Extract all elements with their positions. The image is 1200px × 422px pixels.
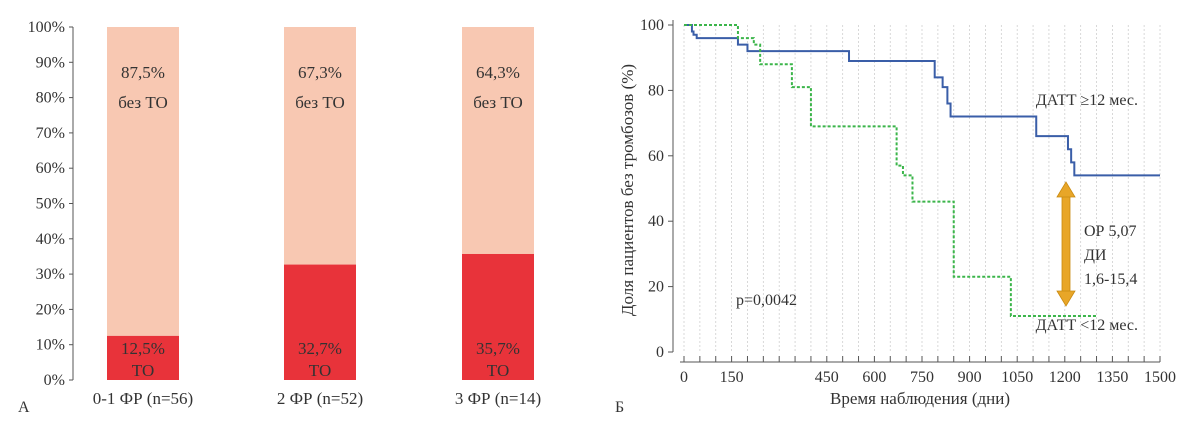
panel-b-x-tick-label: 900 <box>958 369 982 386</box>
panel-b-x-tick-label: 0 <box>680 369 688 386</box>
p-value-annotation: p=0,0042 <box>736 292 797 309</box>
bar-label-bez-to-value: 64,3% <box>476 63 520 82</box>
series-label-datt-12-minus: ДАТТ <12 мес. <box>1036 317 1138 334</box>
panel-b-y-tick-label: 40 <box>648 213 664 230</box>
panel-a-y-tick-label: 20% <box>36 301 65 318</box>
panel-a-y-tick-label: 70% <box>36 125 65 142</box>
panel-a-y-tick-label: 90% <box>36 54 65 71</box>
bar-label-bez-to-name: без ТО <box>473 93 523 112</box>
panel-b-y-tick-label: 60 <box>648 148 664 165</box>
panel-a-y-tick-label: 50% <box>36 196 65 213</box>
panel-a-y-tick-label: 100% <box>28 19 65 36</box>
bar-label-bez-to-value: 67,3% <box>298 63 342 82</box>
panel-b-label: Б <box>615 399 624 416</box>
bar-segment-to <box>462 253 534 380</box>
panel-b-x-tick-label: 450 <box>815 369 839 386</box>
hr-arrow-head-top <box>1056 181 1076 198</box>
panel-a-category-label: 3 ФР (n=14) <box>455 389 541 408</box>
panel-b-x-tick-label: 150 <box>720 369 744 386</box>
panel-a-y-tick-label: 0% <box>44 372 65 389</box>
bar-segment-to <box>107 335 179 380</box>
panel-a-y-tick-label: 80% <box>36 90 65 107</box>
series-line-datt-12-minus <box>684 24 1097 318</box>
panel-a-bar-chart: 0% 10% 20% 30% 40% 50% 60% 70% 80% 90% 100% 87,5% бе… <box>28 19 541 408</box>
panel-b-x-tick-label: 750 <box>910 369 934 386</box>
panel-b-survival-chart: 0 150 450 600 750 900 1050 1200 1350 1500 0 20 40 60 8… <box>640 17 1176 386</box>
panel-b-y-tick-label: 20 <box>648 279 664 296</box>
bar-label-to-name: ТО <box>487 361 509 380</box>
panel-a-y-tick-label: 30% <box>36 266 65 283</box>
bar-label-bez-to-name: без ТО <box>295 93 345 112</box>
bar-segment-bez-to <box>284 27 356 265</box>
panel-b-y-tick-label: 100 <box>640 17 664 34</box>
hr-annotation-line-3: 1,6-15,4 <box>1084 271 1137 288</box>
panel-a-y-tick-label: 60% <box>36 160 65 177</box>
panel-a-y-tick-label: 10% <box>36 337 65 354</box>
bar-label-bez-to-value: 87,5% <box>121 63 165 82</box>
bar-label-to-value: 12,5% <box>121 339 165 358</box>
series-line-datt-12-plus <box>684 24 1160 177</box>
panel-b-x-tick-label: 1500 <box>1144 369 1176 386</box>
panel-a-category-label: 2 ФР (n=52) <box>277 389 363 408</box>
panel-b-x-axis-title: Время наблюдения (дни) <box>830 389 1010 408</box>
hr-annotation-line-2: ДИ <box>1084 247 1107 264</box>
bar-label-to-value: 32,7% <box>298 339 342 358</box>
bar-label-to-value: 35,7% <box>476 339 520 358</box>
hr-arrow-head-bottom <box>1056 290 1076 307</box>
panel-a-y-tick-label: 40% <box>36 231 65 248</box>
hr-annotation-line-1: ОР 5,07 <box>1084 223 1136 240</box>
bar-segment-to <box>284 264 356 380</box>
bar-label-bez-to-name: без ТО <box>118 93 168 112</box>
panel-b-y-tick-label: 80 <box>648 82 664 99</box>
bar-label-to-name: ТО <box>309 361 331 380</box>
bar-segment-bez-to <box>462 27 534 254</box>
panel-b-x-tick-label: 1050 <box>1001 369 1033 386</box>
panel-b-x-tick-label: 1200 <box>1049 369 1081 386</box>
series-label-datt-12-plus: ДАТТ ≥12 мес. <box>1036 92 1138 109</box>
hr-arrow-shaft <box>1061 195 1071 293</box>
panel-a-category-label: 0-1 ФР (n=56) <box>93 389 193 408</box>
panel-a-label: А <box>18 399 30 416</box>
panel-b-y-axis-title: Доля пациентов без тромбозов (%) <box>618 64 637 316</box>
bar-segment-bez-to <box>107 27 179 336</box>
bar-label-to-name: ТО <box>132 361 154 380</box>
panel-b-x-tick-label: 600 <box>862 369 886 386</box>
panel-b-x-tick-label: 1350 <box>1096 369 1128 386</box>
panel-b-y-tick-label: 0 <box>656 344 664 361</box>
